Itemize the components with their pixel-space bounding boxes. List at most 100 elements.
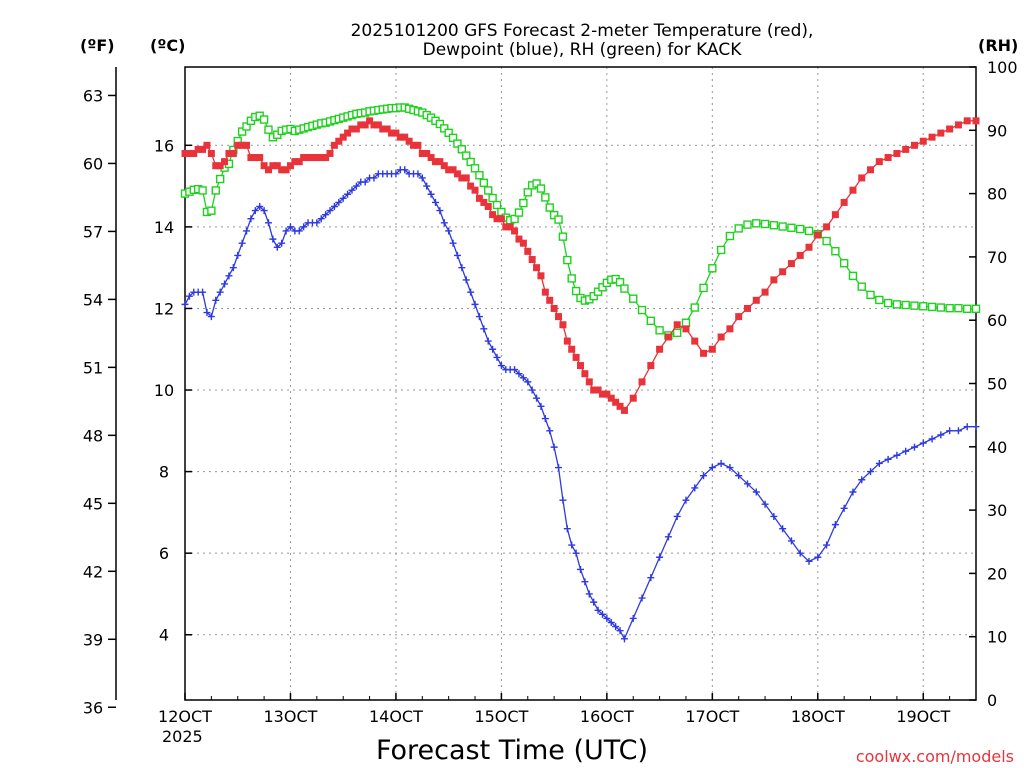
temperature-point (823, 223, 831, 231)
fahrenheit-tick-label: 54 (83, 290, 103, 309)
dewpoint-point (590, 598, 598, 606)
rh-point (440, 124, 449, 133)
temperature-point (779, 268, 787, 276)
temperature-point (480, 198, 488, 206)
temperature-point (458, 174, 466, 182)
temperature-point (902, 145, 910, 153)
temperature-point (497, 215, 505, 223)
rh-tick-label: 0 (987, 691, 997, 710)
dewpoint-point (199, 288, 207, 296)
temperature-point (339, 133, 347, 141)
rh-point (549, 210, 559, 220)
rh-tick-label: 90 (987, 121, 1007, 140)
temperature-point (431, 158, 439, 166)
rh-point (875, 295, 884, 305)
temperature-point (229, 149, 237, 157)
dewpoint-point (963, 423, 971, 431)
dewpoint-point (533, 394, 541, 402)
dewpoint-point (462, 276, 470, 284)
dewpoint-point (326, 207, 334, 215)
dewpoint-point (423, 182, 431, 190)
series-rh (180, 103, 981, 340)
temperature-point (247, 154, 255, 162)
dewpoint-point (972, 423, 980, 431)
temperature-point (937, 129, 945, 137)
temperature-point (234, 141, 242, 149)
rh-point (883, 298, 893, 308)
temperature-point (673, 321, 681, 329)
temperature-point (221, 158, 229, 166)
dewpoint-point (735, 472, 743, 480)
dewpoint-point (910, 443, 918, 451)
dewpoint-point (946, 427, 954, 435)
temperature-point (963, 117, 971, 125)
temperature-point (541, 288, 549, 296)
temperature-point (269, 162, 277, 170)
dewpoint-point (607, 619, 615, 627)
rh-tick-label: 20 (987, 564, 1007, 583)
rh-point (919, 302, 928, 311)
dewpoint-point (221, 280, 229, 288)
rh-point (822, 236, 831, 246)
dewpoint-point (471, 300, 479, 308)
series-2-meter-temperature (181, 117, 980, 414)
dewpoint-point (436, 207, 444, 215)
temperature-point (212, 162, 220, 170)
temperature-point (273, 162, 281, 170)
dewpoint-point (251, 207, 259, 215)
temperature-point (528, 256, 536, 264)
dewpoint-point (212, 296, 220, 304)
rh-point (796, 224, 805, 234)
fahrenheit-tick-label: 63 (83, 86, 103, 105)
temperature-point (462, 174, 470, 182)
temperature-point (616, 402, 624, 410)
temperature-point (603, 390, 611, 398)
dewpoint-point (185, 292, 193, 300)
temperature-point (471, 186, 479, 194)
rh-point (589, 291, 598, 301)
rh-point (760, 219, 770, 229)
rh-point (787, 223, 796, 232)
temperature-point (533, 264, 541, 272)
rh-point (971, 304, 981, 314)
temperature-point (893, 149, 901, 157)
dewpoint-point (467, 288, 475, 296)
temperature-point (493, 215, 501, 223)
rh-point (466, 157, 475, 167)
temperature-point (954, 121, 962, 129)
rh-point (804, 226, 814, 236)
celsius-tick-label: 12 (154, 299, 174, 318)
temperature-point (700, 349, 708, 357)
rh-point (264, 125, 273, 134)
rh-point (567, 274, 576, 283)
rh-point (725, 231, 735, 241)
chart-title-line2: Dewpoint (blue), RH (green) for KACK (423, 40, 743, 60)
rh-tick-label: 80 (987, 185, 1007, 204)
temperature-point (524, 247, 532, 255)
dewpoint-point (559, 496, 567, 504)
temperature-point (282, 166, 290, 174)
dewpoint-point (884, 455, 892, 463)
dewpoint-point (919, 439, 927, 447)
temperature-point (840, 198, 848, 206)
rh-tick-label: 100 (987, 58, 1018, 77)
rh-point (752, 219, 761, 228)
time-year-label: 2025 (162, 727, 203, 746)
temperature-point (185, 149, 193, 157)
rh-point (778, 222, 787, 231)
temperature-point (647, 362, 655, 370)
rh-point (848, 271, 858, 281)
fahrenheit-tick-label: 36 (83, 698, 103, 717)
temperature-point (251, 154, 259, 162)
rh-point (484, 186, 493, 195)
dewpoint-point (181, 300, 189, 308)
temperature-point (357, 121, 365, 129)
dewpoint-point (229, 264, 237, 272)
rh-point (444, 128, 453, 138)
temperature-point (656, 345, 664, 353)
dewpoint-point (875, 459, 883, 467)
temperature-point (344, 129, 352, 137)
dewpoint-point (480, 325, 488, 333)
rh-tick-label: 30 (987, 501, 1007, 520)
temperature-point (291, 158, 299, 166)
